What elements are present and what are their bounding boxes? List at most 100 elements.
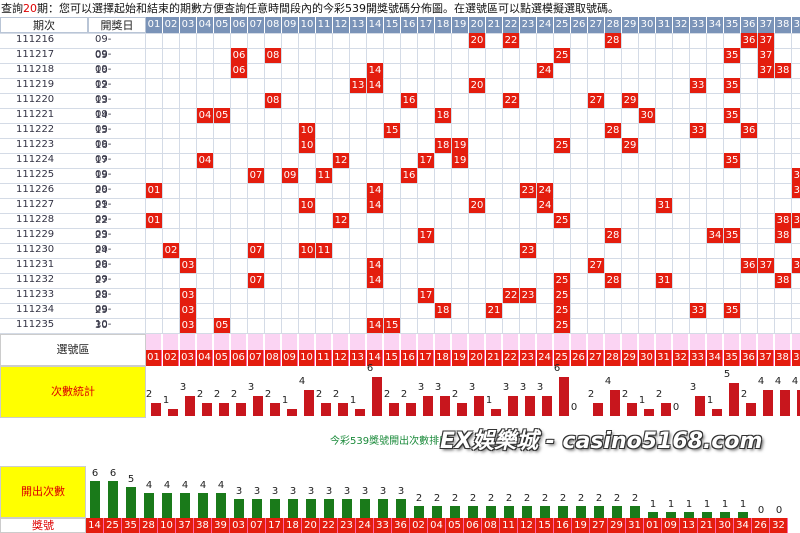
select-cell-01[interactable] (146, 334, 162, 350)
select-cell-37[interactable] (758, 334, 774, 350)
select-cell-34[interactable] (707, 334, 723, 350)
date-cell: 09-22 (95, 199, 112, 226)
select-number-31[interactable]: 31 (656, 350, 672, 366)
select-number-32[interactable]: 32 (673, 350, 689, 366)
drawn-number-ball: 37 (758, 258, 774, 273)
select-number-27[interactable]: 27 (588, 350, 604, 366)
select-number-04[interactable]: 04 (197, 350, 213, 366)
select-number-05[interactable]: 05 (214, 350, 230, 366)
rank-bar (630, 506, 640, 518)
rank-value: 6 (91, 468, 99, 479)
select-number-35[interactable]: 35 (724, 350, 740, 366)
count-bar (610, 390, 620, 416)
select-number-25[interactable]: 25 (554, 350, 570, 366)
count-bar (253, 396, 263, 416)
select-cell-16[interactable] (401, 334, 417, 350)
drawn-number-ball: 10 (299, 123, 315, 138)
count-bar (746, 403, 756, 416)
select-number-33[interactable]: 33 (690, 350, 706, 366)
rank-value: 1 (703, 499, 711, 510)
select-cell-05[interactable] (214, 334, 230, 350)
drawn-number-ball: 20 (469, 33, 485, 48)
select-number-07[interactable]: 07 (248, 350, 264, 366)
select-number-23[interactable]: 23 (520, 350, 536, 366)
select-cell-30[interactable] (639, 334, 655, 350)
select-cell-08[interactable] (265, 334, 281, 350)
select-cell-24[interactable] (537, 334, 553, 350)
select-cell-18[interactable] (435, 334, 451, 350)
select-cell-23[interactable] (520, 334, 536, 350)
select-number-24[interactable]: 24 (537, 350, 553, 366)
select-number-08[interactable]: 08 (265, 350, 281, 366)
count-value: 4 (604, 376, 612, 387)
rank-value: 3 (397, 486, 405, 497)
select-number-14[interactable]: 14 (367, 350, 383, 366)
select-number-20[interactable]: 20 (469, 350, 485, 366)
select-cell-29[interactable] (622, 334, 638, 350)
period-cell: 111219 (16, 79, 55, 90)
select-number-09[interactable]: 09 (282, 350, 298, 366)
select-number-19[interactable]: 19 (452, 350, 468, 366)
select-cell-26[interactable] (571, 334, 587, 350)
select-number-15[interactable]: 15 (384, 350, 400, 366)
select-cell-20[interactable] (469, 334, 485, 350)
select-number-28[interactable]: 28 (605, 350, 621, 366)
select-cell-32[interactable] (673, 334, 689, 350)
select-number-12[interactable]: 12 (333, 350, 349, 366)
select-number-01[interactable]: 01 (146, 350, 162, 366)
select-cell-14[interactable] (367, 334, 383, 350)
header-number-06: 06 (231, 17, 247, 33)
count-stats-label: 次數統計 (0, 366, 146, 418)
select-number-34[interactable]: 34 (707, 350, 723, 366)
select-number-30[interactable]: 30 (639, 350, 655, 366)
select-cell-19[interactable] (452, 334, 468, 350)
select-number-03[interactable]: 03 (180, 350, 196, 366)
count-value: 1 (485, 395, 493, 406)
select-cell-10[interactable] (299, 334, 315, 350)
select-number-06[interactable]: 06 (231, 350, 247, 366)
select-cell-15[interactable] (384, 334, 400, 350)
select-cell-38[interactable] (775, 334, 791, 350)
select-cell-06[interactable] (231, 334, 247, 350)
period-cell: 111217 (16, 49, 55, 60)
select-number-36[interactable]: 36 (741, 350, 757, 366)
select-number-29[interactable]: 29 (622, 350, 638, 366)
select-number-37[interactable]: 37 (758, 350, 774, 366)
select-number-39[interactable]: 39 (792, 350, 800, 366)
select-number-02[interactable]: 02 (163, 350, 179, 366)
select-cell-07[interactable] (248, 334, 264, 350)
select-cell-17[interactable] (418, 334, 434, 350)
select-cell-02[interactable] (163, 334, 179, 350)
select-number-22[interactable]: 22 (503, 350, 519, 366)
select-cell-12[interactable] (333, 334, 349, 350)
select-cell-04[interactable] (197, 334, 213, 350)
select-cell-09[interactable] (282, 334, 298, 350)
select-number-16[interactable]: 16 (401, 350, 417, 366)
select-number-38[interactable]: 38 (775, 350, 791, 366)
select-number-13[interactable]: 13 (350, 350, 366, 366)
select-cell-03[interactable] (180, 334, 196, 350)
select-number-18[interactable]: 18 (435, 350, 451, 366)
select-cell-27[interactable] (588, 334, 604, 350)
select-cell-39[interactable] (792, 334, 800, 350)
select-number-21[interactable]: 21 (486, 350, 502, 366)
count-value: 3 (502, 382, 510, 393)
select-cell-22[interactable] (503, 334, 519, 350)
select-number-17[interactable]: 17 (418, 350, 434, 366)
header-number-14: 14 (367, 17, 383, 33)
select-cell-31[interactable] (656, 334, 672, 350)
select-cell-35[interactable] (724, 334, 740, 350)
select-cell-21[interactable] (486, 334, 502, 350)
date-cell: 09-21 (95, 184, 112, 211)
select-number-10[interactable]: 10 (299, 350, 315, 366)
select-cell-25[interactable] (554, 334, 570, 350)
select-cell-13[interactable] (350, 334, 366, 350)
select-cell-28[interactable] (605, 334, 621, 350)
select-number-11[interactable]: 11 (316, 350, 332, 366)
select-number-26[interactable]: 26 (571, 350, 587, 366)
select-cell-33[interactable] (690, 334, 706, 350)
rank-number: 10 (158, 518, 176, 533)
count-bar (491, 409, 501, 416)
select-cell-36[interactable] (741, 334, 757, 350)
select-cell-11[interactable] (316, 334, 332, 350)
